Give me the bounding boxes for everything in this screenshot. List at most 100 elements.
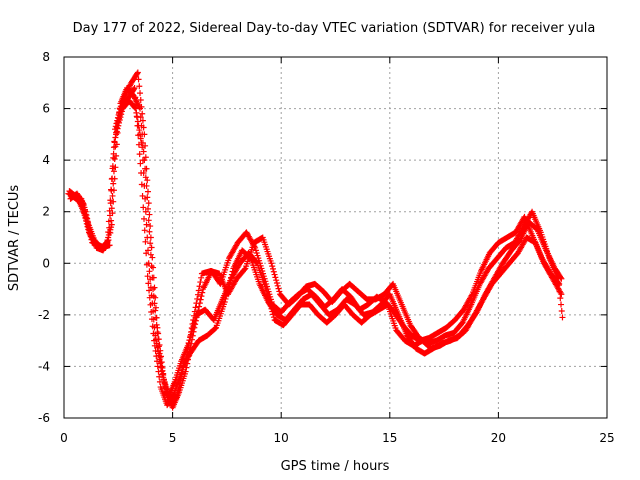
data-point <box>143 221 150 228</box>
data-point <box>271 271 278 278</box>
data-point <box>111 155 118 162</box>
data-point <box>145 280 152 287</box>
data-point <box>145 217 152 224</box>
data-point <box>135 132 142 139</box>
data-point <box>133 113 140 120</box>
data-point <box>192 304 199 311</box>
data-point <box>81 212 88 219</box>
data-point <box>138 170 145 177</box>
data-point <box>134 69 141 76</box>
data-point <box>108 187 115 194</box>
series-track-4 <box>66 84 566 409</box>
data-point <box>276 288 283 295</box>
data-markers <box>65 69 566 411</box>
data-point <box>112 134 119 141</box>
data-point <box>135 141 142 148</box>
data-point <box>110 168 117 175</box>
data-point <box>137 160 144 167</box>
data-point <box>185 341 192 348</box>
data-point <box>253 259 260 266</box>
data-point <box>197 279 204 286</box>
data-point <box>146 294 153 301</box>
data-point <box>113 120 120 127</box>
data-point <box>137 96 144 103</box>
data-point <box>146 287 153 294</box>
data-point <box>147 284 154 291</box>
data-point <box>186 337 193 344</box>
data-point <box>153 353 160 360</box>
plot-frame <box>63 56 608 419</box>
y-tick-label: 4 <box>42 153 50 167</box>
x-tick-label: 5 <box>169 431 177 445</box>
data-point <box>108 205 115 212</box>
y-tick-label: -4 <box>38 359 50 373</box>
data-point <box>196 303 203 310</box>
data-point <box>106 242 113 249</box>
data-point <box>193 300 200 307</box>
data-point <box>136 127 143 134</box>
data-point <box>130 86 137 93</box>
data-point <box>267 302 274 309</box>
data-point <box>144 234 151 241</box>
data-point <box>150 264 157 271</box>
data-point <box>117 106 124 113</box>
data-point <box>188 329 195 336</box>
data-point <box>183 353 190 360</box>
data-point <box>104 237 111 244</box>
data-point <box>148 308 155 315</box>
y-tick-label: 2 <box>42 205 50 219</box>
data-point <box>136 151 143 158</box>
data-point <box>555 275 562 282</box>
data-point <box>187 333 194 340</box>
data-point <box>262 286 269 293</box>
data-point <box>145 200 152 207</box>
data-point <box>132 94 139 101</box>
data-point <box>198 293 205 300</box>
data-point <box>142 238 149 245</box>
data-point <box>144 273 151 280</box>
data-point <box>270 265 277 272</box>
data-point <box>148 244 155 251</box>
data-point <box>270 314 277 321</box>
data-point <box>113 131 120 138</box>
data-point <box>106 212 113 219</box>
data-point <box>152 347 159 354</box>
data-point <box>191 312 198 319</box>
data-point <box>112 126 119 133</box>
data-point <box>140 148 147 155</box>
data-point <box>143 165 150 172</box>
data-point <box>117 103 124 110</box>
data-point <box>558 307 565 314</box>
chart-title: Day 177 of 2022, Sidereal Day-to-day VTE… <box>73 21 596 36</box>
data-point <box>197 296 204 303</box>
data-point <box>152 304 159 311</box>
data-point <box>83 220 90 227</box>
data-point <box>190 317 197 324</box>
data-point <box>269 263 276 270</box>
data-point <box>150 330 157 337</box>
data-point <box>555 282 562 289</box>
data-point <box>185 345 192 352</box>
data-point <box>80 206 87 213</box>
y-tick-label: 6 <box>42 102 50 116</box>
data-point <box>137 90 144 97</box>
data-point <box>134 70 141 77</box>
data-point <box>110 150 117 157</box>
data-point <box>141 215 148 222</box>
x-tick-label: 25 <box>599 431 614 445</box>
data-point <box>184 349 191 356</box>
y-axis-label: SDTVAR / TECUs <box>7 185 22 292</box>
data-point <box>139 110 146 117</box>
data-point <box>150 274 157 281</box>
axis-ticks: 0 5 10 15 20 25 -6 -4 -2 0 2 4 6 8 <box>38 50 615 445</box>
data-point <box>112 143 119 150</box>
y-tick-label: -6 <box>38 411 50 425</box>
data-point <box>82 215 89 222</box>
data-point <box>159 371 166 378</box>
data-point <box>241 266 248 273</box>
data-point <box>212 325 219 332</box>
data-point <box>147 223 154 230</box>
data-point <box>137 135 144 142</box>
data-point <box>138 103 145 110</box>
